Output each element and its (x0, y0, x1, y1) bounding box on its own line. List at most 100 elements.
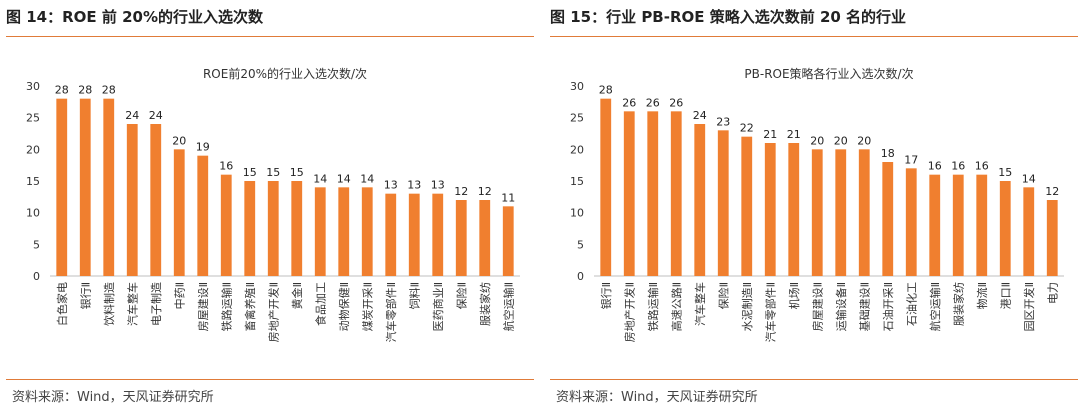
y-tick-label: 25 (26, 112, 40, 125)
bar-value-label: 24 (149, 109, 163, 122)
bar (103, 98, 115, 276)
bar-value-label: 16 (951, 160, 965, 173)
x-tick-label: 铁路运输Ⅱ (219, 282, 233, 331)
bar (764, 143, 776, 276)
x-tick-label: 园区开发Ⅱ (1022, 282, 1036, 331)
bar (79, 98, 91, 276)
bar-value-label: 20 (810, 134, 824, 147)
bar-value-label: 26 (646, 96, 660, 109)
bar (455, 200, 467, 276)
bar (479, 200, 491, 276)
x-tick-label: 铁路运输Ⅱ (646, 282, 660, 331)
bar-value-label: 28 (599, 84, 613, 97)
x-tick-label: 银行Ⅱ (78, 282, 92, 309)
bar (905, 168, 917, 276)
source-divider (6, 379, 534, 380)
bar (929, 174, 941, 276)
bar-value-label: 14 (360, 172, 374, 185)
bar-value-label: 16 (219, 160, 233, 173)
bar-value-label: 15 (998, 166, 1012, 179)
x-tick-label: 中药Ⅱ (173, 282, 186, 309)
bar-value-label: 19 (196, 141, 210, 154)
bar-value-label: 28 (102, 84, 116, 97)
x-tick-label: 石油开采Ⅱ (881, 282, 895, 331)
x-tick-label: 石油化工 (904, 282, 918, 326)
title-divider (550, 36, 1078, 37)
bar-value-label: 11 (501, 191, 515, 204)
title-divider (6, 36, 534, 37)
bar (999, 181, 1011, 276)
bar-value-label: 24 (125, 109, 139, 122)
bar (150, 124, 162, 276)
bar (432, 193, 444, 276)
bar-value-label: 26 (669, 96, 683, 109)
bar-value-label: 18 (881, 147, 895, 160)
x-tick-label: 基础建设Ⅱ (857, 282, 871, 331)
bar-value-label: 13 (407, 179, 421, 192)
bar-chart-pb-roe: PB-ROE策略各行业入选次数/次 0 5 10 15 20 25 30 28 银行Ⅱ 26 房地产开… (570, 66, 1064, 342)
x-tick-label: 保险Ⅱ (454, 282, 468, 309)
chart-title: PB-ROE策略各行业入选次数/次 (744, 66, 913, 81)
x-tick-label: 房屋建设Ⅱ (810, 282, 824, 331)
bar-value-label: 14 (1022, 172, 1036, 185)
x-tick-label: 电力 (1046, 282, 1059, 304)
x-tick-label: 房地产开发Ⅱ (622, 282, 636, 342)
bar (197, 155, 209, 276)
x-tick-label: 饲料Ⅱ (407, 282, 421, 309)
bar (338, 187, 350, 276)
x-tick-label: 汽车零部件Ⅱ (763, 282, 777, 342)
bar (835, 149, 847, 276)
x-tick-label: 医药商业Ⅱ (431, 282, 445, 331)
right-figure-panel: 图 15：行业 PB-ROE 策略入选次数前 20 名的行业 PB-ROE策略各… (550, 0, 1078, 414)
chart-title: ROE前20%的行业入选次数/次 (203, 66, 367, 81)
bar-value-label: 16 (975, 160, 989, 173)
figure-title: 图 15：行业 PB-ROE 策略入选次数前 20 名的行业 (550, 8, 907, 26)
bar (385, 193, 397, 276)
x-tick-label: 保险Ⅱ (716, 282, 730, 309)
bar (1046, 200, 1058, 276)
bar-value-label: 20 (172, 134, 186, 147)
bar (623, 111, 635, 276)
x-tick-label: 饮料制造 (102, 282, 116, 326)
x-tick-label: 港口Ⅱ (999, 282, 1012, 309)
bar-value-label: 21 (763, 128, 777, 141)
y-tick-label: 30 (570, 80, 584, 93)
x-tick-label: 汽车零部件Ⅱ (384, 282, 398, 342)
bar-value-label: 20 (857, 134, 871, 147)
y-tick-label: 0 (33, 270, 40, 283)
bar-value-label: 12 (478, 185, 492, 198)
bar (976, 174, 988, 276)
x-tick-label: 机场Ⅱ (787, 282, 801, 309)
y-tick-label: 25 (570, 112, 584, 125)
bar-value-label: 28 (78, 84, 92, 97)
bar-value-label: 15 (290, 166, 304, 179)
x-tick-label: 服装家纺 (951, 282, 965, 326)
y-tick-label: 15 (26, 175, 40, 188)
bar-value-label: 22 (740, 122, 754, 135)
bar (600, 98, 612, 276)
bar (717, 130, 729, 276)
bar-value-label: 23 (716, 115, 730, 128)
x-tick-label: 水泥制造Ⅱ (740, 282, 754, 331)
y-tick-label: 20 (570, 143, 584, 156)
y-tick-label: 5 (33, 238, 40, 251)
bar (267, 181, 279, 276)
bar-value-label: 12 (454, 185, 468, 198)
x-tick-label: 航空运输Ⅱ (928, 282, 942, 331)
x-tick-label: 白色家电 (55, 282, 69, 326)
bar (858, 149, 870, 276)
bar (694, 124, 706, 276)
bar (244, 181, 256, 276)
bar (647, 111, 659, 276)
bar (811, 149, 823, 276)
bar (314, 187, 326, 276)
bar-value-label: 20 (834, 134, 848, 147)
bar (173, 149, 185, 276)
x-tick-label: 航空运输Ⅱ (501, 282, 515, 331)
bar (788, 143, 800, 276)
x-tick-label: 煤炭开采Ⅱ (361, 282, 374, 331)
x-tick-label: 汽车整车 (125, 282, 139, 326)
bar-value-label: 28 (55, 84, 69, 97)
bar (408, 193, 420, 276)
y-tick-label: 10 (26, 207, 40, 220)
